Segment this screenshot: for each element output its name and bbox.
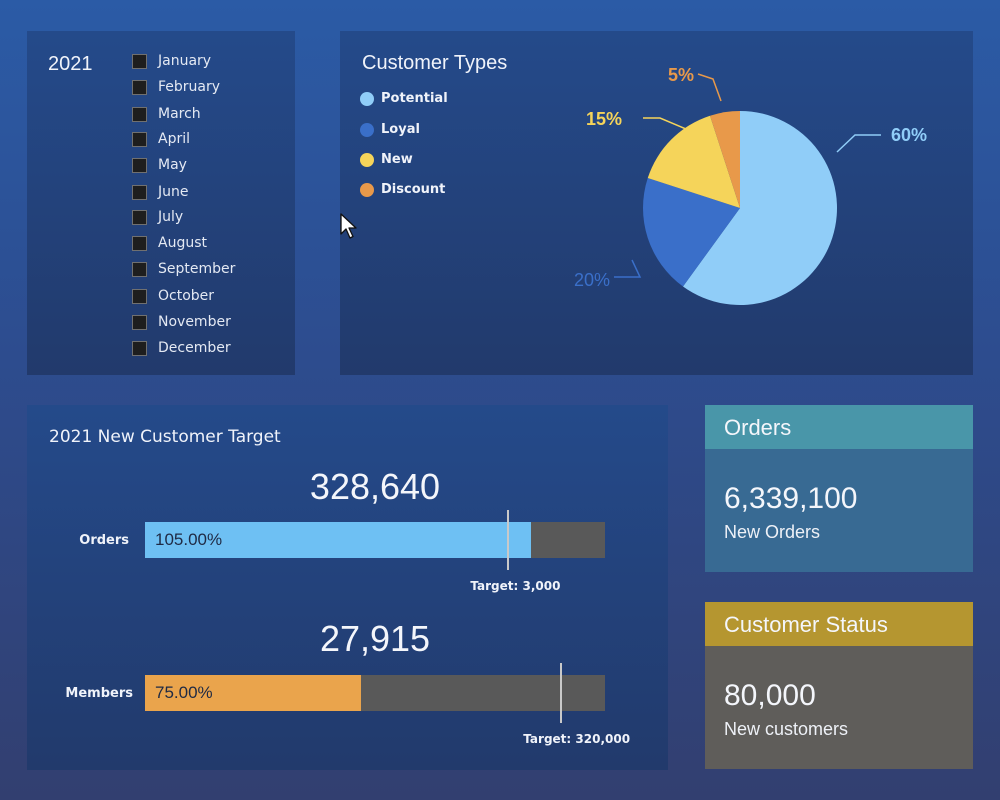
legend-item-new[interactable]: New — [360, 152, 413, 167]
checkbox[interactable] — [132, 261, 147, 277]
pie-data-label: 15% — [586, 109, 622, 129]
orders-percent: 105.00% — [155, 530, 223, 549]
month-option-september[interactable]: September — [132, 259, 235, 279]
legend-dot — [360, 152, 374, 167]
legend-label: Loyal — [381, 122, 420, 137]
checkbox[interactable] — [132, 106, 147, 122]
month-label: January — [158, 53, 212, 69]
month-option-march[interactable]: March — [132, 104, 201, 124]
month-label: November — [158, 314, 231, 330]
month-label: February — [158, 79, 221, 95]
month-label: June — [158, 184, 189, 200]
leader-line — [614, 259, 642, 278]
month-option-june[interactable]: June — [132, 182, 189, 202]
members-percent: 75.00% — [155, 683, 213, 702]
orders-target-label: Target: 3,000 — [470, 579, 561, 593]
month-label: October — [158, 288, 215, 304]
legend-dot — [360, 122, 374, 137]
leader-line — [836, 134, 881, 153]
month-filter-panel: 2021 January February March April May June Jul… — [27, 31, 295, 375]
orders-bar-fill — [145, 522, 532, 558]
orders-target-marker — [507, 510, 510, 570]
pie-data-label: 60% — [891, 125, 927, 145]
month-option-august[interactable]: August — [132, 233, 207, 253]
year-label: 2021 — [48, 53, 93, 75]
status-card-title: Customer Status — [705, 602, 973, 646]
month-option-october[interactable]: October — [132, 286, 214, 306]
month-option-july[interactable]: July — [132, 207, 183, 227]
month-option-february[interactable]: February — [132, 77, 220, 97]
legend-dot — [360, 182, 374, 197]
status-card-value: 80,000 — [724, 679, 816, 712]
legend-label: Potential — [381, 91, 448, 106]
month-label: March — [158, 106, 201, 122]
month-option-may[interactable]: May — [132, 155, 187, 175]
month-label: August — [158, 235, 207, 251]
month-option-april[interactable]: April — [132, 129, 190, 149]
legend-label: Discount — [381, 182, 446, 197]
legend-dot — [360, 91, 374, 106]
month-label: May — [158, 157, 187, 173]
target-panel-title: 2021 New Customer Target — [49, 427, 281, 447]
pie-slice-discount[interactable] — [710, 111, 740, 208]
customer-types-title: Customer Types — [362, 52, 508, 74]
orders-card: Orders 6,339,100 New Orders — [705, 405, 973, 572]
legend-label: New — [381, 152, 413, 167]
month-option-november[interactable]: November — [132, 312, 231, 332]
members-bar-fill — [145, 675, 362, 711]
checkbox[interactable] — [132, 184, 147, 200]
pie-data-label: 20% — [574, 270, 610, 290]
status-card-body: 80,000 New customers — [705, 646, 973, 769]
legend-item-potential[interactable]: Potential — [360, 91, 448, 106]
members-target-marker — [560, 663, 563, 723]
orders-card-value: 6,339,100 — [724, 482, 858, 515]
orders-card-body: 6,339,100 New Orders — [705, 449, 973, 572]
customer-status-card: Customer Status 80,000 New customers — [705, 602, 973, 769]
pie-slice-potential[interactable] — [682, 110, 837, 306]
month-option-december[interactable]: December — [132, 338, 231, 358]
mouse-cursor-icon — [340, 213, 357, 239]
checkbox[interactable] — [132, 288, 147, 304]
members-bar-label: Members — [65, 686, 133, 701]
pie-slice-loyal[interactable] — [643, 178, 740, 287]
customer-types-panel: Customer Types Potential Loyal New Discount… — [340, 31, 973, 375]
month-option-january[interactable]: January — [132, 51, 211, 71]
orders-big-value: 328,640 — [309, 466, 441, 507]
members-bullet-bar: 75.00% — [145, 675, 605, 711]
checkbox[interactable] — [132, 340, 147, 356]
checkbox[interactable] — [132, 235, 147, 251]
month-label: July — [158, 209, 184, 225]
members-target-label: Target: 320,000 — [523, 732, 631, 746]
customer-target-panel: 2021 New Customer Target 328,640 Orders … — [27, 405, 668, 770]
status-card-subtitle: New customers — [724, 719, 849, 739]
checkbox[interactable] — [132, 209, 147, 225]
leader-line — [643, 117, 687, 130]
pie-slice-new[interactable] — [647, 115, 740, 208]
orders-bullet-bar: 105.00% — [145, 522, 605, 558]
checkbox[interactable] — [132, 157, 147, 173]
pie-data-label: 5% — [668, 65, 694, 85]
members-big-value: 27,915 — [319, 618, 431, 659]
legend-item-discount[interactable]: Discount — [360, 182, 445, 197]
checkbox[interactable] — [132, 314, 147, 330]
orders-card-subtitle: New Orders — [724, 522, 821, 542]
month-label: April — [158, 131, 190, 147]
orders-card-title: Orders — [705, 405, 973, 449]
legend-item-loyal[interactable]: Loyal — [360, 122, 420, 137]
checkbox[interactable] — [132, 53, 147, 69]
month-label: September — [158, 261, 236, 277]
checkbox[interactable] — [132, 79, 147, 95]
leader-line — [697, 73, 722, 102]
orders-bar-label: Orders — [79, 533, 129, 548]
month-label: December — [158, 340, 231, 356]
customer-types-pie-chart: 60% 20% 15% 5% — [574, 65, 927, 306]
checkbox[interactable] — [132, 131, 147, 147]
